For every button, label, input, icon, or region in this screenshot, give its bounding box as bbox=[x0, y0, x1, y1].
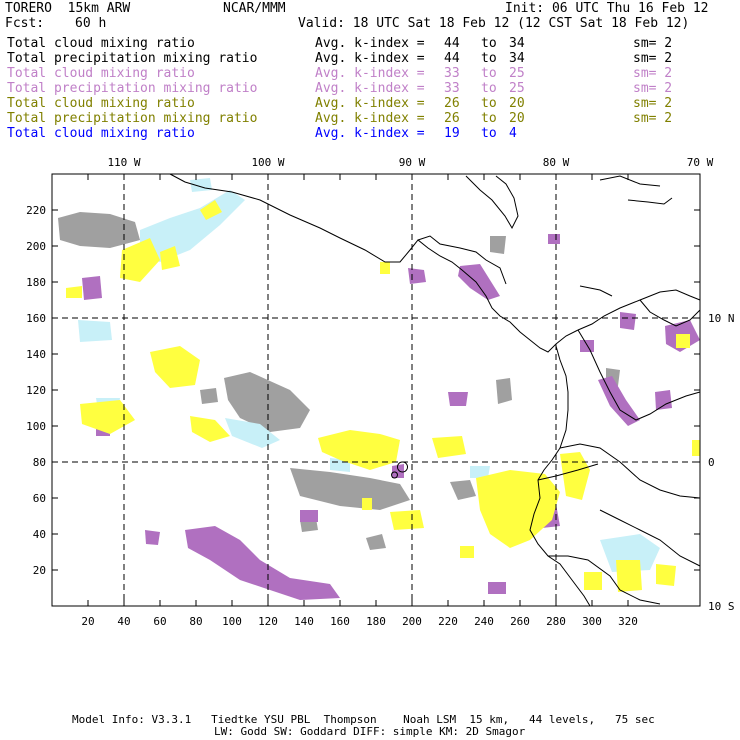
legend-field: Total precipitation mixing ratio bbox=[7, 111, 258, 126]
x-tick-label: 260 bbox=[510, 615, 530, 628]
legend-to-word: to bbox=[481, 36, 497, 51]
x-tick-label: 120 bbox=[258, 615, 278, 628]
legend-to-word: to bbox=[481, 81, 497, 96]
x-tick-label: 220 bbox=[438, 615, 458, 628]
coastlines bbox=[169, 173, 701, 607]
legend-sm: sm= 2 bbox=[633, 81, 673, 96]
legend-from: 33 bbox=[444, 66, 460, 81]
longitude-label: 110 W bbox=[107, 156, 140, 169]
legend-to-word: to bbox=[481, 111, 497, 126]
legend-to: 20 bbox=[509, 96, 525, 111]
latitude-label: 10 N bbox=[708, 312, 735, 325]
x-tick-label: 140 bbox=[294, 615, 314, 628]
y-tick-label: 20 bbox=[33, 564, 46, 577]
x-tick-label: 240 bbox=[474, 615, 494, 628]
longitude-label: 70 W bbox=[687, 156, 714, 169]
legend-from: 26 bbox=[444, 96, 460, 111]
x-axis-ticks: 20 40 60 80 100 120 140 160 180 200 220 240 260 280 30… bbox=[81, 174, 638, 628]
x-tick-label: 280 bbox=[546, 615, 566, 628]
legend-from: 19 bbox=[444, 126, 460, 141]
org-label: NCAR/MMM bbox=[223, 1, 286, 16]
gray-cloud-areas bbox=[58, 212, 652, 560]
y-tick-label: 200 bbox=[26, 240, 46, 253]
legend-from: 44 bbox=[444, 51, 460, 66]
forecast-label: Fcst: bbox=[5, 16, 45, 31]
y-tick-label: 100 bbox=[26, 420, 46, 433]
longitude-label: 100 W bbox=[251, 156, 284, 169]
legend-to-word: to bbox=[481, 96, 497, 111]
legend-kindex: Avg. k-index = bbox=[315, 81, 425, 96]
x-tick-label: 60 bbox=[153, 615, 166, 628]
yellow-areas bbox=[66, 200, 700, 592]
latitude-label: 0 bbox=[708, 456, 715, 469]
x-tick-label: 100 bbox=[222, 615, 242, 628]
latitude-label: 10 S bbox=[708, 600, 735, 613]
legend-to: 34 bbox=[509, 51, 525, 66]
legend-field: Total cloud mixing ratio bbox=[7, 126, 195, 141]
legend-from: 26 bbox=[444, 111, 460, 126]
legend-sm: sm= 2 bbox=[633, 66, 673, 81]
y-tick-label: 220 bbox=[26, 204, 46, 217]
forecast-hour: 60 h bbox=[75, 16, 107, 31]
y-tick-label: 60 bbox=[33, 492, 46, 505]
y-axis-ticks: 20 40 60 80 100 120 140 160 180 200 220 bbox=[26, 204, 700, 577]
legend-to: 25 bbox=[509, 81, 525, 96]
legend-field: Total cloud mixing ratio bbox=[7, 36, 195, 51]
x-tick-label: 200 bbox=[402, 615, 422, 628]
field-shading bbox=[58, 178, 700, 600]
latitude-labels: 10 N 0 10 S bbox=[708, 312, 735, 613]
legend-to: 20 bbox=[509, 111, 525, 126]
legend-sm: sm= 2 bbox=[633, 96, 673, 111]
legend-sm: sm= 2 bbox=[633, 36, 673, 51]
x-tick-label: 300 bbox=[582, 615, 602, 628]
x-tick-label: 180 bbox=[366, 615, 386, 628]
y-tick-label: 140 bbox=[26, 348, 46, 361]
legend-to-word: to bbox=[481, 126, 497, 141]
legend-kindex: Avg. k-index = bbox=[315, 51, 425, 66]
legend-from: 44 bbox=[444, 36, 460, 51]
legend-field: Total cloud mixing ratio bbox=[7, 66, 195, 81]
legend-field: Total cloud mixing ratio bbox=[7, 96, 195, 111]
longitude-labels: 110 W 100 W 90 W 80 W 70 W bbox=[107, 156, 713, 169]
y-tick-label: 40 bbox=[33, 528, 46, 541]
longitude-label: 90 W bbox=[399, 156, 426, 169]
legend-kindex: Avg. k-index = bbox=[315, 126, 425, 141]
y-tick-label: 160 bbox=[26, 312, 46, 325]
legend-sm: sm= 2 bbox=[633, 51, 673, 66]
legend-field: Total precipitation mixing ratio bbox=[7, 81, 258, 96]
legend-kindex: Avg. k-index = bbox=[315, 111, 425, 126]
legend-to: 34 bbox=[509, 36, 525, 51]
legend-kindex: Avg. k-index = bbox=[315, 36, 425, 51]
legend-to-word: to bbox=[481, 66, 497, 81]
x-tick-label: 80 bbox=[189, 615, 202, 628]
graticule bbox=[52, 174, 700, 606]
legend-kindex: Avg. k-index = bbox=[315, 96, 425, 111]
legend-to-word: to bbox=[481, 51, 497, 66]
legend-from: 33 bbox=[444, 81, 460, 96]
model-info: Model Info: V3.3.1 Tiedtke YSU PBL Thomp… bbox=[72, 713, 655, 726]
physics-info: LW: Godd SW: Goddard DIFF: simple KM: 2D… bbox=[214, 725, 526, 738]
y-tick-label: 180 bbox=[26, 276, 46, 289]
legend-to: 4 bbox=[509, 126, 517, 141]
legend-sm: sm= 2 bbox=[633, 111, 673, 126]
legend-field: Total precipitation mixing ratio bbox=[7, 51, 258, 66]
x-tick-label: 40 bbox=[117, 615, 130, 628]
x-tick-label: 160 bbox=[330, 615, 350, 628]
longitude-label: 80 W bbox=[543, 156, 570, 169]
legend-kindex: Avg. k-index = bbox=[315, 66, 425, 81]
y-tick-label: 80 bbox=[33, 456, 46, 469]
y-tick-label: 120 bbox=[26, 384, 46, 397]
x-tick-label: 320 bbox=[618, 615, 638, 628]
legend-to: 25 bbox=[509, 66, 525, 81]
model-title: TORERO 15km ARW bbox=[5, 1, 131, 16]
valid-time: Valid: 18 UTC Sat 18 Feb 12 (12 CST Sat … bbox=[298, 16, 690, 31]
init-time: Init: 06 UTC Thu 16 Feb 12 bbox=[505, 1, 709, 16]
x-tick-label: 20 bbox=[81, 615, 94, 628]
